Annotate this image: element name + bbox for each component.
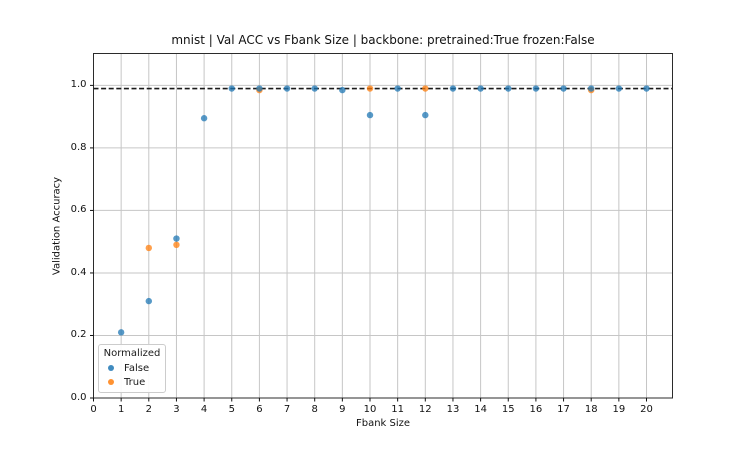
data-point-false <box>532 85 540 92</box>
x-tick-label: 9 <box>339 404 346 415</box>
data-point-false <box>505 85 512 92</box>
data-point-false <box>339 86 346 94</box>
x-tick-label: 13 <box>446 404 460 415</box>
data-point-false <box>477 85 484 92</box>
plot-border <box>93 53 673 399</box>
legend: Normalized False True <box>98 344 166 393</box>
data-point-false <box>173 235 180 242</box>
x-tick-label: 17 <box>557 404 570 415</box>
x-tick-label: 0 <box>90 404 97 415</box>
y-tick-label: 0.4 <box>70 266 87 278</box>
data-point-false <box>588 85 595 92</box>
legend-marker-true-icon <box>108 379 114 385</box>
legend-entry-false: False <box>99 361 165 375</box>
legend-entry-label: True <box>124 376 146 388</box>
data-point-false <box>615 85 623 92</box>
data-point-false <box>366 111 374 119</box>
x-tick-label: 18 <box>584 404 598 415</box>
data-point-false <box>283 85 291 92</box>
x-tick-label: 12 <box>418 404 432 415</box>
y-tick-label: 0.0 <box>70 392 87 403</box>
legend-marker-false-icon <box>108 365 114 371</box>
data-point-false <box>560 85 567 92</box>
data-point-false <box>643 85 650 92</box>
chart-title: mnist | Val ACC vs Fbank Size | backbone… <box>171 33 595 47</box>
x-tick-label: 20 <box>640 404 653 415</box>
x-tick-label: 7 <box>283 404 291 415</box>
x-tick-label: 15 <box>501 404 515 415</box>
x-tick-label: 3 <box>173 404 180 415</box>
x-tick-label: 8 <box>311 404 318 415</box>
data-point-true <box>366 85 374 92</box>
y-tick-label: 0.6 <box>70 204 87 216</box>
x-axis-label: Fbank Size <box>355 418 411 429</box>
legend-title: Normalized <box>103 348 161 359</box>
x-tick-label: 2 <box>145 404 152 415</box>
legend-entry-true: True <box>99 375 165 389</box>
data-point-true <box>145 244 153 252</box>
data-point-false <box>145 297 153 305</box>
data-point-false <box>394 85 401 92</box>
x-tick-label: 1 <box>117 404 125 415</box>
data-point-true <box>173 241 180 249</box>
x-tick-label: 16 <box>529 404 543 415</box>
y-tick-label: 0.8 <box>70 141 87 153</box>
x-tick-label: 19 <box>612 404 626 415</box>
data-point-false <box>256 85 263 92</box>
legend-entry-label: False <box>124 362 150 374</box>
data-point-false <box>449 85 457 92</box>
x-tick-label: 10 <box>363 404 377 415</box>
data-point-true <box>422 85 429 92</box>
x-tick-label: 4 <box>200 404 208 415</box>
data-point-false <box>228 85 235 92</box>
x-tick-label: 11 <box>391 404 404 415</box>
x-tick-label: 6 <box>256 404 263 415</box>
data-point-false <box>311 85 318 92</box>
y-tick-label: 1.0 <box>70 79 87 91</box>
data-point-false <box>200 115 208 122</box>
x-tick-label: 5 <box>228 404 235 415</box>
data-point-false <box>117 329 125 336</box>
x-tick-label: 14 <box>474 404 487 415</box>
data-point-false <box>422 111 429 119</box>
y-tick-label: 0.2 <box>70 329 87 341</box>
